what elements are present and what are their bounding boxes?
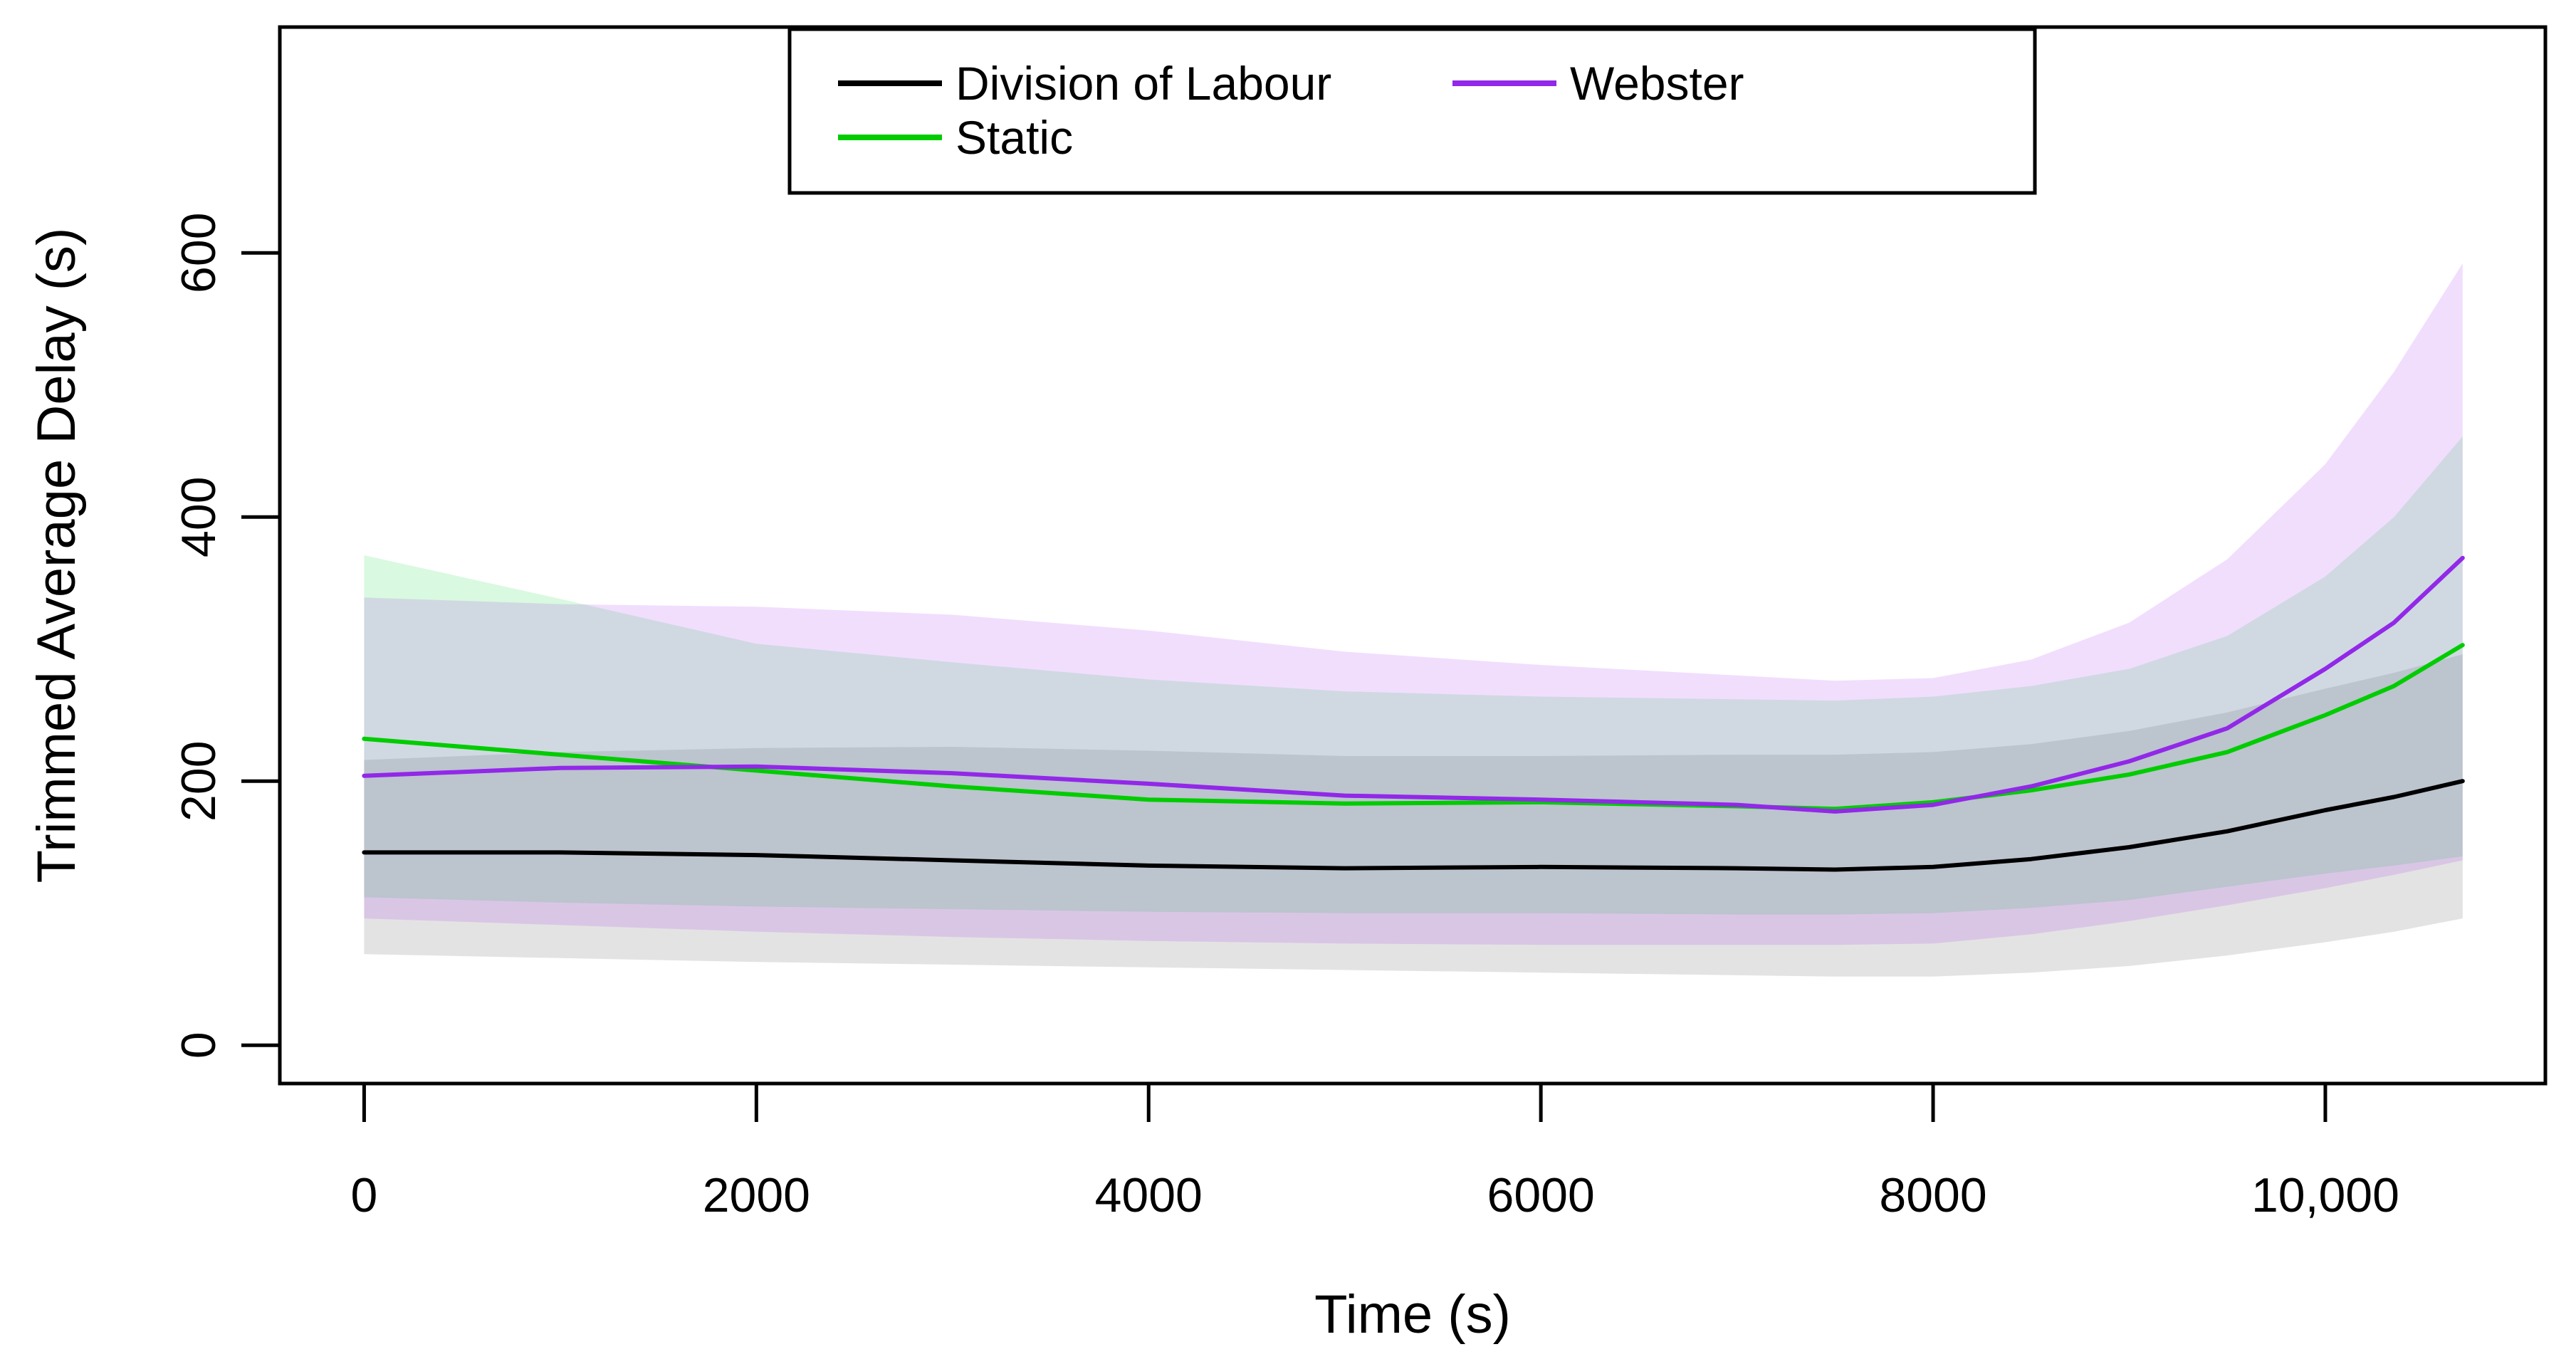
- x-tick-label: 2000: [703, 1168, 810, 1222]
- x-tick-label: 0: [351, 1168, 378, 1222]
- y-tick-label: 200: [172, 740, 226, 821]
- plot-border: [278, 25, 2548, 1086]
- legend-item-label: Static: [955, 111, 1073, 164]
- confidence-bands: [364, 263, 2463, 977]
- y-tick-label: 600: [172, 212, 226, 293]
- series-line-webster: [362, 555, 2465, 814]
- legend-box: [787, 27, 2037, 195]
- series-line-division-of-labour: [362, 779, 2465, 872]
- confidence-band-division-of-labour: [364, 654, 2463, 977]
- x-tick-label: 4000: [1095, 1168, 1203, 1222]
- y-axis: 0 200 400 600: [172, 212, 278, 1059]
- y-tick-label: 400: [172, 476, 226, 557]
- x-axis-title: Time (s): [1314, 1284, 1511, 1345]
- confidence-band-webster: [364, 263, 2463, 945]
- y-tick-label: 0: [172, 1032, 226, 1059]
- y-axis-title: Trimmed Average Delay (s): [26, 228, 87, 883]
- legend-item-label: Division of Labour: [955, 57, 1331, 110]
- x-tick-label: 8000: [1879, 1168, 1986, 1222]
- x-tick-label: 10,000: [2251, 1168, 2399, 1222]
- confidence-band-static: [364, 436, 2463, 915]
- legend-item-label: Webster: [1570, 57, 1744, 110]
- series-lines: [362, 555, 2465, 872]
- x-tick-label: 6000: [1487, 1168, 1595, 1222]
- x-axis: 0 2000 4000 6000 8000 10,000: [351, 1085, 2399, 1222]
